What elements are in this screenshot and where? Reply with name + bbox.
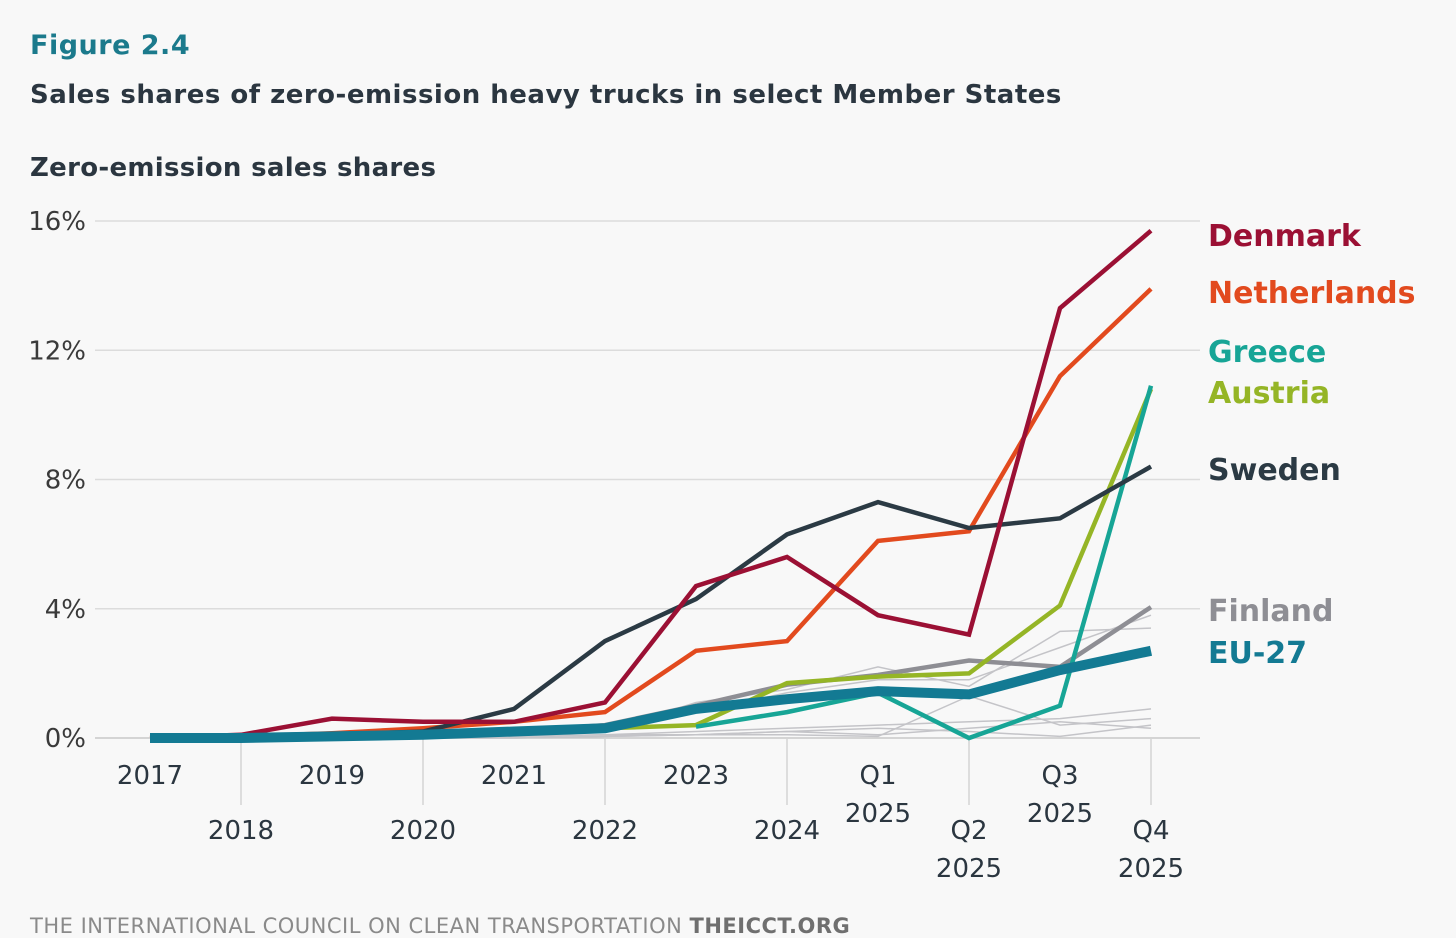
y-tick-label: 8% — [45, 466, 86, 496]
series-label: Finland — [1208, 594, 1334, 629]
x-tick-label: 2025 — [936, 854, 1002, 884]
x-tick-label: 2017 — [117, 761, 183, 791]
y-tick-label: 12% — [28, 336, 86, 366]
series-line-denmark — [149, 228, 1153, 741]
y-tick-label: 4% — [45, 595, 86, 625]
y-axis-label: Zero-emission sales shares — [30, 153, 437, 183]
series-label: Netherlands — [1208, 276, 1416, 311]
x-tick-label: 2025 — [1027, 799, 1093, 829]
y-tick-label: 0% — [45, 724, 86, 754]
x-tick-label: 2021 — [481, 761, 547, 791]
series-label: Sweden — [1208, 453, 1341, 488]
x-tick-label: 2019 — [299, 761, 365, 791]
x-tick-label: Q2 — [950, 816, 987, 846]
series-line-sweden — [149, 464, 1153, 741]
x-tick-label: 2020 — [390, 816, 456, 846]
y-tick-label: 16% — [28, 207, 86, 237]
footer-org: THE INTERNATIONAL COUNCIL ON CLEAN TRANS… — [30, 914, 683, 938]
x-tick-label: 2018 — [208, 816, 274, 846]
series-label: EU-27 — [1208, 636, 1307, 671]
figure-label: Figure 2.4 — [30, 30, 191, 61]
x-tick-label: 2025 — [845, 799, 911, 829]
chart-title: Sales shares of zero-emission heavy truc… — [30, 80, 1062, 110]
series-label: Denmark — [1208, 219, 1362, 254]
series-line-eu-27 — [150, 645, 1153, 743]
series-label: Greece — [1208, 335, 1326, 370]
footer-site: THEICCT.ORG — [689, 914, 851, 938]
x-tick-label: 2024 — [754, 816, 820, 846]
x-tick-label: 2023 — [663, 761, 729, 791]
x-tick-label: Q4 — [1132, 816, 1169, 846]
x-tick-label: 2022 — [572, 816, 638, 846]
series-line-greece — [695, 385, 1154, 741]
footer: THE INTERNATIONAL COUNCIL ON CLEAN TRANS… — [30, 914, 850, 938]
x-tick-label: Q3 — [1041, 761, 1078, 791]
series-label: Austria — [1208, 376, 1330, 411]
x-tick-label: 2025 — [1118, 854, 1184, 884]
x-tick-label: Q1 — [859, 761, 896, 791]
